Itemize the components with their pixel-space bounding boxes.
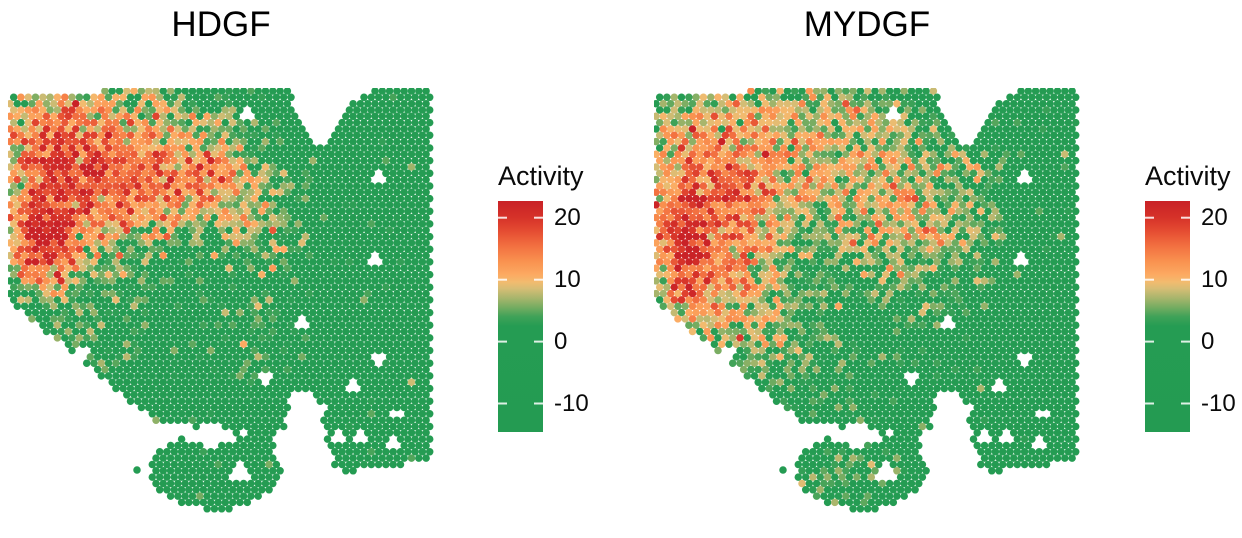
hdgf-spatial-plot <box>8 88 434 513</box>
colorbar-tick-label: 0 <box>1201 327 1215 355</box>
legend-title: Activity <box>1145 161 1231 191</box>
colorbar-tick-label: 20 <box>554 203 581 231</box>
colorbar-tick-label: 10 <box>554 265 581 293</box>
panel-title-mydgf: MYDGF <box>803 5 931 44</box>
mydgf-spatial-plot <box>654 88 1080 513</box>
legend-mydgf: Activity 20 10 0 -10 <box>1145 161 1242 461</box>
colorbar-tick-label: 20 <box>1201 203 1228 231</box>
panel-title-hdgf: HDGF <box>171 5 271 44</box>
activity-colorbar <box>1145 201 1190 432</box>
colorbar-tick-label: -10 <box>1201 389 1236 417</box>
activity-colorbar <box>498 201 543 432</box>
legend-hdgf: Activity 20 10 0 -10 <box>498 161 628 461</box>
colorbar-tick-label: 10 <box>1201 265 1228 293</box>
colorbar-tick-label: -10 <box>554 389 589 417</box>
legend-title: Activity <box>498 161 584 191</box>
colorbar-tick-label: 0 <box>554 327 568 355</box>
